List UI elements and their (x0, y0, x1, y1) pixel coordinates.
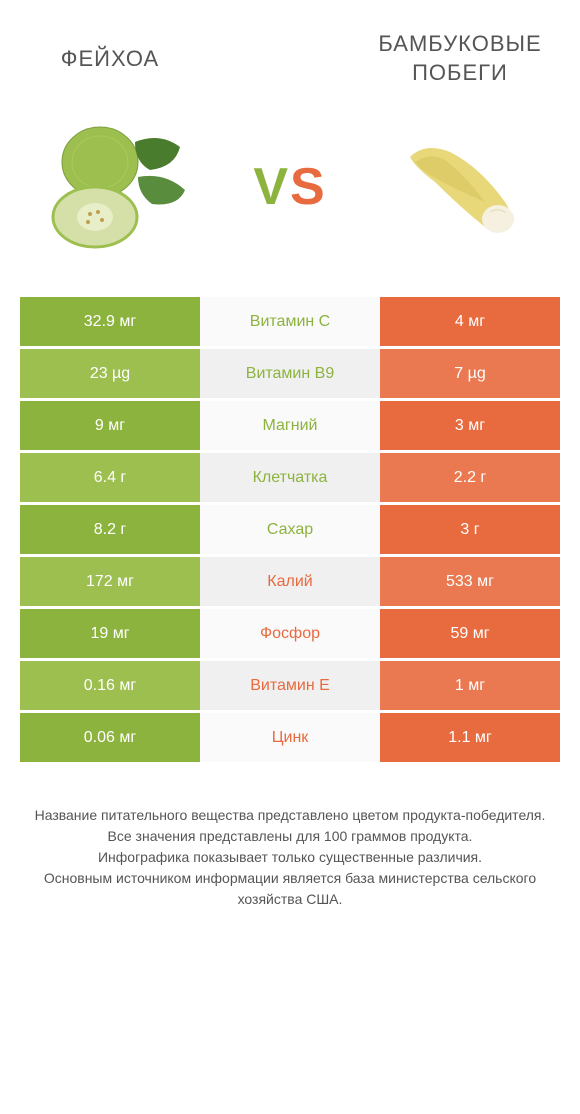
value-right: 3 г (380, 505, 560, 554)
product-title-left: ФЕЙХОА (20, 46, 200, 72)
nutrient-label: Магний (200, 401, 380, 450)
table-row: 0.06 мгЦинк1.1 мг (20, 713, 560, 765)
vs-label: VS (253, 157, 326, 217)
table-row: 172 мгКалий533 мг (20, 557, 560, 609)
table-row: 6.4 гКлетчатка2.2 г (20, 453, 560, 505)
nutrient-label: Калий (200, 557, 380, 606)
nutrient-label: Цинк (200, 713, 380, 762)
footer-line: Инфографика показывает только существенн… (30, 847, 550, 868)
value-left: 8.2 г (20, 505, 200, 554)
vs-v-letter: V (253, 158, 290, 216)
table-row: 8.2 гСахар3 г (20, 505, 560, 557)
value-right: 4 мг (380, 297, 560, 346)
table-row: 19 мгФосфор59 мг (20, 609, 560, 661)
value-right: 2.2 г (380, 453, 560, 502)
value-left: 0.06 мг (20, 713, 200, 762)
nutrient-label: Витамин E (200, 661, 380, 710)
nutrient-label: Фосфор (200, 609, 380, 658)
value-right: 7 µg (380, 349, 560, 398)
value-left: 19 мг (20, 609, 200, 658)
nutrient-label: Витамин B9 (200, 349, 380, 398)
value-left: 0.16 мг (20, 661, 200, 710)
table-row: 0.16 мгВитамин E1 мг (20, 661, 560, 713)
table-row: 32.9 мгВитамин C4 мг (20, 297, 560, 349)
value-right: 1 мг (380, 661, 560, 710)
vs-s-letter: S (290, 158, 327, 216)
nutrient-label: Сахар (200, 505, 380, 554)
value-right: 533 мг (380, 557, 560, 606)
value-right: 1.1 мг (380, 713, 560, 762)
footer-line: Все значения представлены для 100 граммо… (30, 826, 550, 847)
value-left: 32.9 мг (20, 297, 200, 346)
nutrient-label: Витамин C (200, 297, 380, 346)
table-row: 23 µgВитамин B97 µg (20, 349, 560, 401)
nutrient-label: Клетчатка (200, 453, 380, 502)
value-left: 6.4 г (20, 453, 200, 502)
footer-notes: Название питательного вещества представл… (20, 805, 560, 910)
bamboo-image (380, 117, 540, 257)
table-row: 9 мгМагний3 мг (20, 401, 560, 453)
header: ФЕЙХОА БАМБУКОВЫЕ ПОБЕГИ (20, 30, 560, 87)
value-right: 59 мг (380, 609, 560, 658)
feijoa-image (40, 117, 200, 257)
value-right: 3 мг (380, 401, 560, 450)
comparison-table: 32.9 мгВитамин C4 мг23 µgВитамин B97 µg9… (20, 297, 560, 765)
footer-line: Основным источником информации является … (30, 868, 550, 910)
value-left: 23 µg (20, 349, 200, 398)
value-left: 172 мг (20, 557, 200, 606)
images-row: VS (20, 117, 560, 257)
product-title-right: БАМБУКОВЫЕ ПОБЕГИ (360, 30, 560, 87)
footer-line: Название питательного вещества представл… (30, 805, 550, 826)
value-left: 9 мг (20, 401, 200, 450)
